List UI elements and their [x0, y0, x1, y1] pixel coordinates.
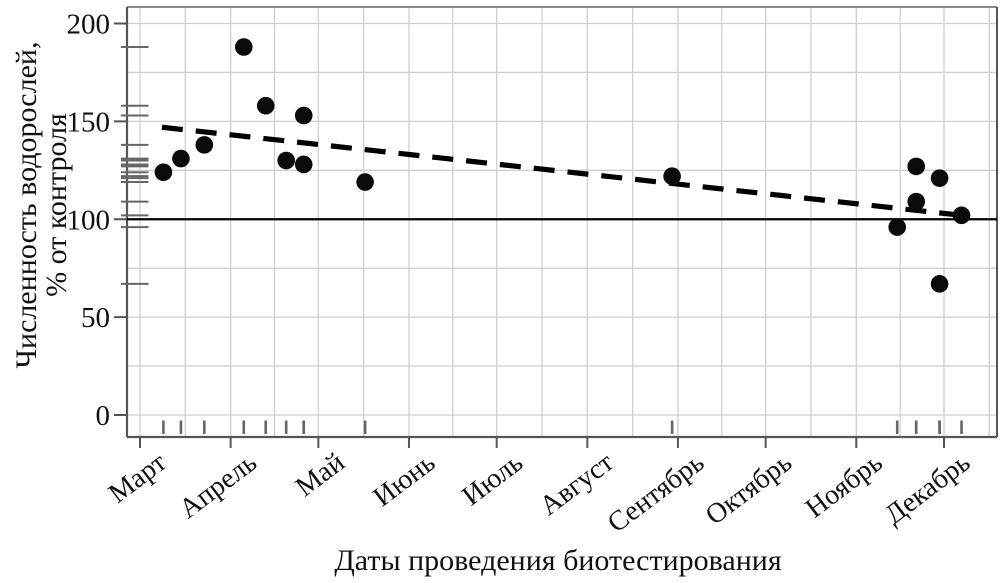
data-point: [888, 218, 907, 236]
y-axis-title-line1: Численность водорослей,: [10, 42, 43, 369]
rug-marks-group: [121, 45, 963, 434]
data-point: [356, 173, 374, 191]
data-point: [952, 206, 971, 225]
y-tick-label: 150: [67, 106, 111, 138]
trend-line-dashed: [161, 124, 971, 219]
gridlines: [127, 7, 997, 437]
y-tick-label: 100: [67, 204, 111, 236]
data-point: [663, 167, 681, 185]
data-point: [907, 157, 926, 176]
x-tick-label-month: Сентябрь: [602, 447, 710, 539]
data-point: [234, 38, 253, 56]
data-point: [907, 192, 926, 211]
x-axis-title: Даты проведения биотестирования: [334, 544, 781, 577]
data-point: [930, 275, 949, 293]
trend-line-group: [161, 124, 971, 219]
x-tick-label-month: Апрель: [174, 447, 263, 525]
y-tick-label: 50: [81, 302, 110, 334]
data-point: [930, 169, 949, 187]
data-point: [154, 163, 173, 182]
data-point: [294, 155, 313, 174]
x-tick-label-month: Июль: [457, 447, 529, 512]
x-tick-label-month: Март: [103, 447, 172, 510]
data-points-group: [154, 38, 971, 293]
axis-ticks-group: [114, 22, 945, 448]
data-point: [172, 149, 190, 168]
x-tick-label-month: Октябрь: [700, 447, 798, 531]
x-tick-label-month: Май: [290, 447, 350, 503]
data-point: [294, 106, 313, 125]
y-axis-title-line2: % от контроля: [40, 113, 73, 297]
data-point: [277, 151, 295, 170]
data-point: [195, 136, 214, 154]
y-tick-label: 200: [67, 9, 111, 41]
x-tick-label-month: Ноябрь: [800, 447, 889, 524]
x-tick-label-month: Декабрь: [879, 447, 976, 531]
panel-border: [125, 6, 998, 439]
data-point: [256, 96, 275, 115]
x-tick-label-month: Июнь: [367, 447, 441, 513]
y-tick-label: 0: [96, 400, 111, 432]
